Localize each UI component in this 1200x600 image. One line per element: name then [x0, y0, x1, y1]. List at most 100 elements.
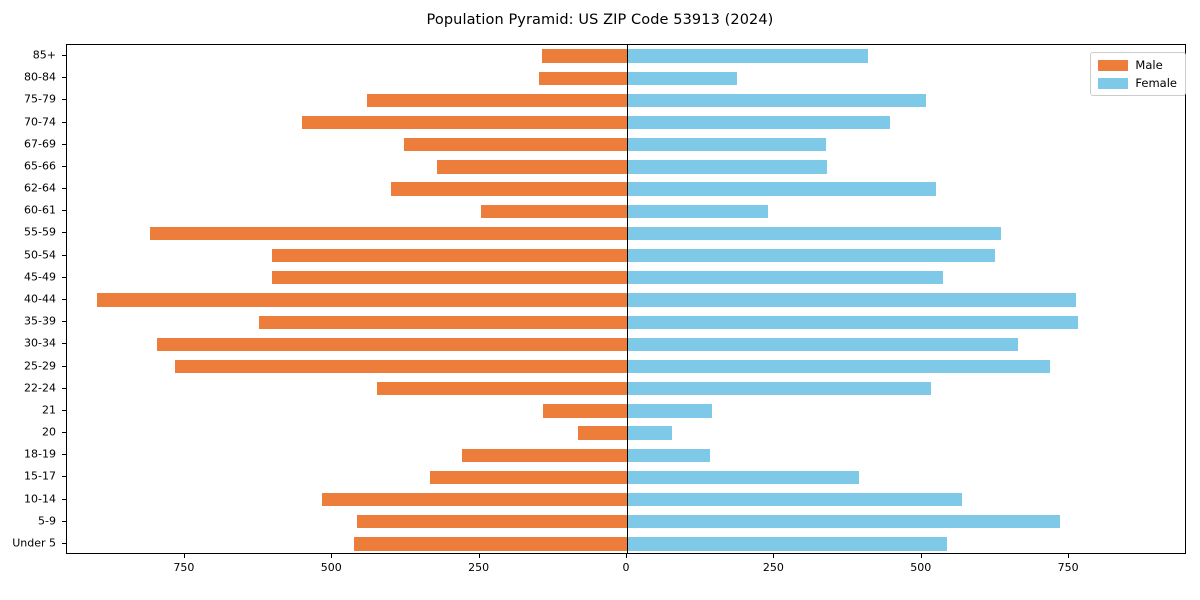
bar-male[interactable] — [272, 249, 627, 263]
y-tick-mark — [62, 409, 66, 411]
bar-female[interactable] — [627, 426, 673, 440]
bar-row — [67, 337, 1185, 351]
bar-female[interactable] — [627, 226, 1001, 241]
y-tick-mark — [62, 343, 66, 345]
y-tick-mark — [62, 476, 66, 478]
bar-female[interactable] — [627, 271, 943, 285]
legend-swatch — [1098, 59, 1129, 71]
bar-row — [67, 448, 1185, 462]
legend-swatch — [1098, 77, 1129, 89]
bar-female[interactable] — [627, 404, 713, 418]
legend-entry[interactable]: Female — [1098, 76, 1177, 90]
bar-male[interactable] — [156, 337, 627, 351]
y-tick-mark — [62, 121, 66, 123]
bar-row — [67, 138, 1185, 152]
y-tick-mark — [62, 165, 66, 167]
y-tick-label: 65-66 — [24, 159, 56, 173]
x-tick-label: 500 — [320, 561, 342, 574]
bar-row — [67, 293, 1185, 307]
y-tick-mark — [62, 210, 66, 212]
plot-area — [66, 44, 1186, 554]
y-axis: 85+ 80-84 75-79 70-74 67-69 65-66 62-64 60-61 55… — [0, 44, 66, 554]
y-tick-mark — [62, 99, 66, 101]
y-tick-mark — [62, 321, 66, 323]
bar-row — [67, 182, 1185, 196]
y-tick-label: 18-19 — [24, 447, 56, 461]
bar-row — [67, 226, 1185, 241]
y-tick-label: 25-29 — [24, 359, 56, 373]
bar-male[interactable] — [541, 49, 627, 63]
bar-female[interactable] — [627, 138, 826, 152]
bar-row — [67, 315, 1185, 329]
bar-male[interactable] — [480, 204, 627, 218]
bar-male[interactable] — [258, 315, 627, 329]
bar-male[interactable] — [538, 71, 627, 85]
bar-row — [67, 404, 1185, 418]
bar-female[interactable] — [627, 182, 936, 196]
bar-row — [67, 515, 1185, 529]
x-tick-mark — [331, 554, 333, 558]
legend-entry[interactable]: Male — [1098, 58, 1177, 72]
bar-female[interactable] — [627, 470, 859, 485]
bar-female[interactable] — [627, 115, 891, 130]
x-tick-label: 0 — [622, 561, 630, 574]
bar-female[interactable] — [627, 249, 995, 263]
y-tick-mark — [62, 143, 66, 145]
x-tick-mark — [773, 554, 775, 558]
bar-female[interactable] — [627, 448, 711, 462]
y-tick-mark — [62, 188, 66, 190]
bar-male[interactable] — [429, 470, 627, 485]
bar-male[interactable] — [272, 271, 627, 285]
y-tick-label: 70-74 — [24, 115, 56, 129]
bar-male[interactable] — [150, 226, 627, 241]
bar-female[interactable] — [627, 537, 948, 551]
bar-male[interactable] — [543, 404, 627, 418]
bar-row — [67, 470, 1185, 485]
y-tick-label: 80-84 — [24, 70, 56, 84]
bar-male[interactable] — [175, 359, 627, 374]
bar-male[interactable] — [354, 537, 627, 551]
bar-female[interactable] — [627, 337, 1019, 351]
bar-male[interactable] — [97, 293, 627, 307]
bar-row — [67, 49, 1185, 63]
x-tick-label: 750 — [1057, 561, 1079, 574]
x-tick-mark — [626, 554, 627, 558]
bar-row — [67, 271, 1185, 285]
bar-male[interactable] — [461, 448, 627, 462]
x-tick-label: 250 — [468, 561, 490, 574]
bar-row — [67, 160, 1185, 174]
bar-female[interactable] — [627, 71, 737, 85]
y-tick-mark — [62, 542, 66, 544]
bar-row — [67, 93, 1185, 108]
bar-row — [67, 492, 1185, 507]
bar-male[interactable] — [391, 182, 627, 196]
bar-male[interactable] — [377, 382, 627, 396]
y-tick-label: 50-54 — [24, 248, 56, 262]
bar-female[interactable] — [627, 382, 932, 396]
y-tick-mark — [62, 387, 66, 389]
bar-female[interactable] — [627, 315, 1078, 329]
bar-male[interactable] — [578, 426, 627, 440]
x-tick-mark — [1068, 554, 1070, 558]
bar-female[interactable] — [627, 293, 1077, 307]
bar-row — [67, 204, 1185, 218]
bar-male[interactable] — [367, 93, 627, 108]
bar-male[interactable] — [404, 138, 627, 152]
bar-female[interactable] — [627, 492, 962, 507]
bar-female[interactable] — [627, 93, 926, 108]
bar-male[interactable] — [436, 160, 627, 174]
y-tick-label: 22-24 — [24, 381, 56, 395]
bar-female[interactable] — [627, 515, 1061, 529]
y-tick-label: 30-34 — [24, 336, 56, 350]
bar-female[interactable] — [627, 49, 869, 63]
bar-male[interactable] — [357, 515, 627, 529]
bar-male[interactable] — [301, 115, 627, 130]
bar-female[interactable] — [627, 204, 768, 218]
bar-row — [67, 426, 1185, 440]
bar-female[interactable] — [627, 359, 1050, 374]
bar-male[interactable] — [322, 492, 627, 507]
bar-female[interactable] — [627, 160, 827, 174]
x-tick-label: 500 — [910, 561, 932, 574]
y-tick-mark — [62, 299, 66, 300]
